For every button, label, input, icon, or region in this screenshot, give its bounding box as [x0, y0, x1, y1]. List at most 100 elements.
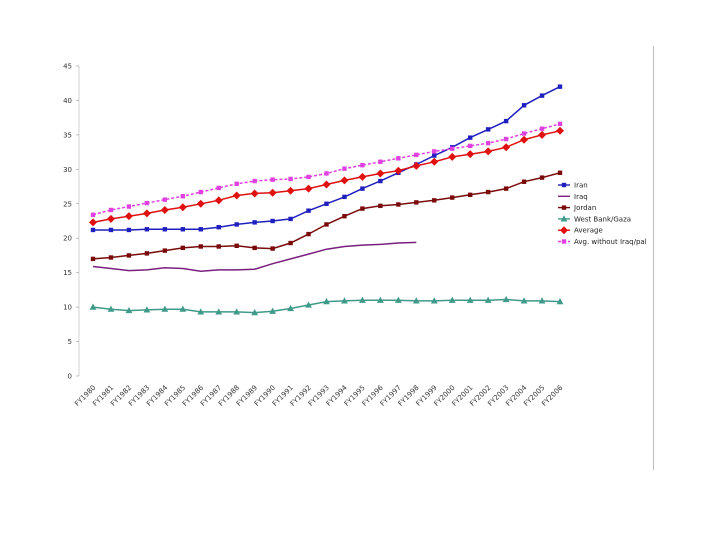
- data-point: [503, 186, 509, 191]
- series-jordan: [90, 170, 563, 262]
- data-point: [484, 147, 493, 156]
- data-point: [432, 149, 437, 154]
- legend-item: Avg. without Iraq/pal: [558, 238, 647, 246]
- data-point: [340, 176, 349, 185]
- data-point: [90, 256, 96, 262]
- data-point: [270, 218, 275, 224]
- data-point: [126, 253, 132, 258]
- data-point: [520, 135, 529, 144]
- legend-item: Iraq: [558, 193, 588, 201]
- data-point: [216, 185, 221, 191]
- data-point: [161, 305, 169, 312]
- y-tick-label: 35: [63, 131, 72, 139]
- data-point: [89, 303, 97, 310]
- data-point: [270, 177, 275, 182]
- data-point: [467, 192, 473, 198]
- data-point: [252, 245, 257, 251]
- data-point: [485, 189, 491, 195]
- data-point: [197, 308, 205, 315]
- data-point: [342, 213, 347, 219]
- data-point: [561, 182, 567, 188]
- y-tick-label: 40: [63, 97, 72, 105]
- data-point: [306, 208, 311, 213]
- data-point: [376, 169, 385, 178]
- data-point: [557, 121, 563, 127]
- legend-item: Jordan: [558, 204, 596, 212]
- data-point: [216, 225, 221, 230]
- data-point: [305, 301, 312, 308]
- legend-label: Jordan: [573, 204, 596, 212]
- data-point: [520, 297, 528, 304]
- data-point: [432, 153, 437, 158]
- data-point: [396, 156, 401, 161]
- data-point: [269, 307, 277, 314]
- data-point: [412, 297, 420, 304]
- data-point: [342, 194, 347, 200]
- data-point: [304, 184, 313, 193]
- data-point: [430, 157, 439, 166]
- data-point: [502, 143, 511, 152]
- data-point: [324, 201, 329, 206]
- data-point: [198, 227, 203, 232]
- data-point: [502, 295, 510, 303]
- series-line: [92, 241, 417, 273]
- data-point: [360, 206, 365, 211]
- data-point: [560, 215, 568, 222]
- data-point: [126, 227, 132, 233]
- data-point: [466, 150, 475, 159]
- series-iraq: [92, 241, 417, 273]
- data-point: [180, 245, 186, 251]
- data-point: [143, 306, 151, 313]
- y-tick-label: 10: [63, 304, 72, 312]
- legend: Iran Iraq Jordan West Bank/Gaza Average Avg. …: [558, 182, 647, 246]
- data-point: [178, 203, 187, 212]
- x-axis: FY1980FY1981FY1982FY1983FY1984FY1985FY19…: [73, 383, 565, 408]
- data-point: [342, 166, 347, 171]
- data-point: [323, 298, 330, 305]
- series-west-bank-gaza: [89, 295, 564, 316]
- data-point: [556, 126, 564, 135]
- data-point: [287, 304, 294, 312]
- data-point: [556, 298, 564, 305]
- data-point: [538, 297, 546, 304]
- y-axis: 0 5 10 15 20 25 30 35 40 45: [63, 63, 80, 381]
- y-tick-label: 0: [68, 373, 72, 381]
- data-point: [450, 195, 455, 200]
- data-point: [360, 186, 365, 191]
- data-point: [538, 130, 547, 139]
- data-point: [539, 175, 545, 180]
- data-point: [430, 297, 438, 304]
- data-point: [561, 239, 567, 244]
- data-point: [503, 136, 509, 142]
- data-point: [268, 188, 277, 197]
- data-point: [306, 231, 311, 237]
- data-point: [124, 212, 133, 221]
- data-point: [107, 305, 115, 312]
- data-point: [485, 140, 491, 146]
- legend-label: Iraq: [574, 193, 588, 201]
- data-point: [252, 178, 257, 184]
- chart-frame: 0 5 10 15 20 25 30 35 40 45 FY1980 FY1981 FY1982 FY1…: [60, 46, 654, 470]
- legend-label: Avg. without Iraq/pal: [574, 238, 647, 246]
- data-point: [180, 194, 186, 199]
- data-point: [521, 131, 527, 136]
- data-point: [144, 227, 150, 232]
- data-point: [394, 166, 403, 175]
- data-point: [432, 198, 437, 203]
- data-point: [179, 305, 187, 312]
- data-point: [359, 296, 366, 303]
- data-point: [378, 178, 383, 184]
- data-point: [484, 296, 492, 303]
- data-point: [144, 251, 150, 256]
- data-point: [412, 161, 421, 170]
- data-point: [162, 248, 168, 253]
- y-tick-label: 25: [63, 200, 72, 208]
- data-point: [467, 143, 473, 149]
- data-point: [341, 297, 348, 304]
- y-tick-label: 5: [68, 338, 72, 346]
- data-point: [89, 218, 97, 227]
- data-point: [108, 255, 114, 260]
- legend-item: Average: [558, 226, 603, 235]
- data-point: [358, 172, 367, 181]
- series-average: [89, 126, 564, 227]
